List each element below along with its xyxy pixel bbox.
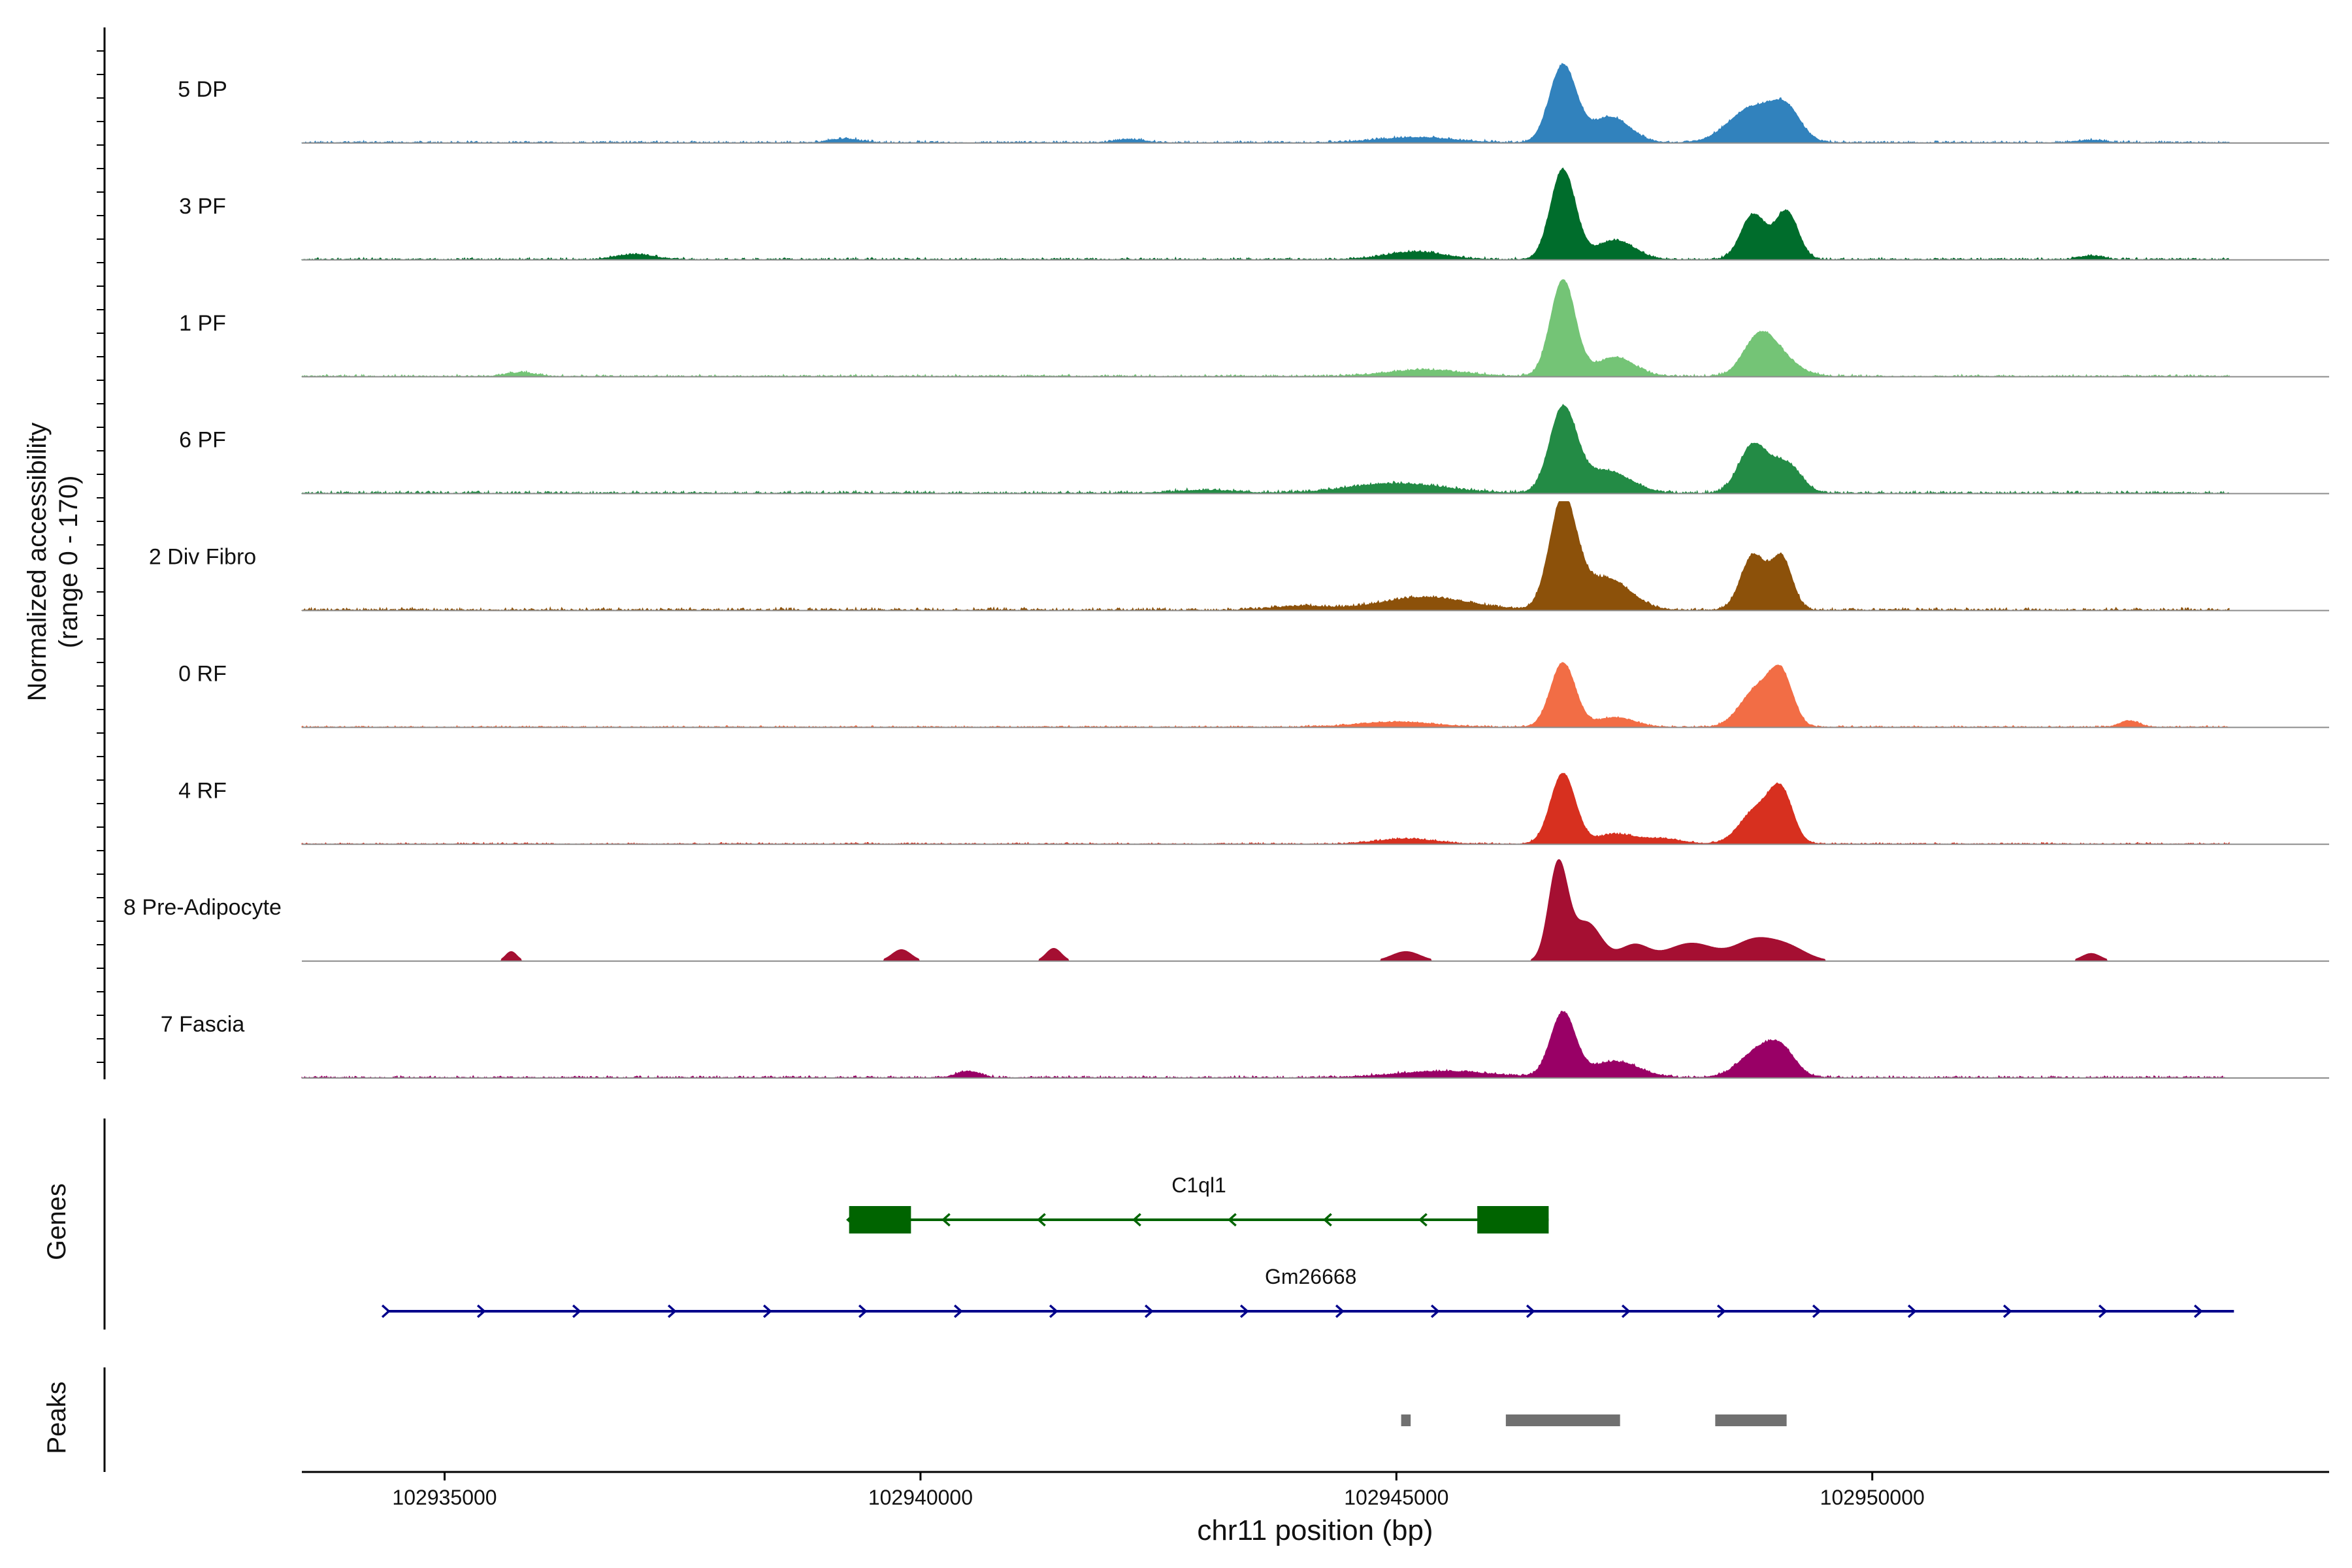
track-2-div-fibro: 2 Div Fibro	[149, 501, 2329, 612]
strand-arrow	[572, 1304, 581, 1318]
strand-arrow	[941, 1213, 951, 1227]
strand-arrow	[1716, 1304, 1726, 1318]
coverage-area	[301, 501, 2230, 612]
strand-arrow	[2098, 1304, 2108, 1318]
strand-arrow	[381, 1304, 391, 1318]
track-label: 6 PF	[179, 428, 226, 453]
strand-arrow	[1335, 1304, 1345, 1318]
strand-arrow	[1228, 1213, 1237, 1227]
strand-arrow	[1323, 1213, 1332, 1227]
peak-region	[1505, 1414, 1620, 1426]
strand-arrow	[1621, 1304, 1631, 1318]
coverage-area	[302, 858, 2229, 962]
strand-arrow	[1418, 1213, 1428, 1227]
track-5-dp: 5 DP	[178, 63, 2329, 144]
coverage-area	[301, 662, 2230, 728]
strand-arrow	[953, 1304, 963, 1318]
strand-arrow	[1037, 1213, 1046, 1227]
x-tick-label: 102950000	[1820, 1486, 1925, 1509]
x-tick-label: 102945000	[1344, 1486, 1448, 1509]
x-tick-label: 102935000	[392, 1486, 497, 1509]
coverage-tracks: 5 DP 3 PF 1 PF 6 PF 2 Div Fibro 0 RF 4 RF 8 Pre…	[123, 63, 2329, 1079]
exon	[849, 1206, 911, 1233]
track-label: 7 Fascia	[161, 1012, 245, 1037]
genes-panel: C1ql1 Gm26668	[381, 1173, 2234, 1318]
track-label: 8 Pre-Adipocyte	[123, 895, 282, 920]
y-axis	[97, 27, 106, 1079]
strand-arrow	[1812, 1304, 1821, 1318]
strand-arrow	[1239, 1304, 1249, 1318]
strand-arrow	[762, 1304, 772, 1318]
gene-name: Gm26668	[1265, 1265, 1357, 1288]
track-label: 5 DP	[178, 77, 227, 102]
strand-arrow	[2193, 1304, 2203, 1318]
track-label: 4 RF	[178, 778, 227, 803]
strand-arrow	[2002, 1304, 2012, 1318]
exon	[1477, 1206, 1549, 1233]
gene-gm26668: Gm26668	[381, 1265, 2234, 1318]
strand-arrow	[667, 1304, 677, 1318]
coverage-area	[301, 1011, 2230, 1079]
strand-arrow	[1144, 1304, 1154, 1318]
track-3-pf: 3 PF	[179, 167, 2329, 261]
strand-arrow	[858, 1304, 868, 1318]
track-label: 1 PF	[179, 311, 226, 336]
coverage-area	[301, 167, 2230, 261]
track-6-pf: 6 PF	[179, 404, 2329, 495]
x-axis-label: chr11 position (bp)	[1197, 1514, 1433, 1546]
strand-arrow	[476, 1304, 486, 1318]
y-axis-range-label: (range 0 - 170)	[54, 476, 83, 649]
track-1-pf: 1 PF	[179, 279, 2329, 378]
coverage-area	[301, 404, 2230, 495]
peak-region	[1401, 1414, 1411, 1426]
track-label: 3 PF	[179, 194, 226, 219]
strand-arrow	[1132, 1213, 1141, 1227]
gene-c1ql1: C1ql1	[846, 1173, 1549, 1233]
strand-arrow	[1049, 1304, 1058, 1318]
peak-region	[1715, 1414, 1787, 1426]
x-axis: 102935000 102940000 102945000 102950000	[302, 1471, 2329, 1509]
coverage-area	[301, 63, 2230, 144]
track-label: 0 RF	[178, 661, 227, 686]
coverage-area	[301, 279, 2230, 378]
genes-panel-label: Genes	[42, 1183, 71, 1260]
strand-arrow	[1907, 1304, 1917, 1318]
coverage-area	[301, 773, 2230, 845]
strand-arrow	[1430, 1304, 1440, 1318]
track-8-pre-adipocyte: 8 Pre-Adipocyte	[123, 858, 2329, 962]
gene-name: C1ql1	[1171, 1173, 1226, 1197]
x-tick-label: 102940000	[868, 1486, 973, 1509]
strand-arrow	[1526, 1304, 1535, 1318]
track-7-fascia: 7 Fascia	[161, 1011, 2329, 1079]
y-axis-label: Normalized accessibility	[23, 423, 52, 702]
track-0-rf: 0 RF	[178, 661, 2329, 728]
peaks-panel-label: Peaks	[42, 1381, 71, 1454]
peaks-panel	[1401, 1414, 1787, 1426]
track-4-rf: 4 RF	[178, 773, 2329, 845]
track-label: 2 Div Fibro	[149, 545, 256, 570]
